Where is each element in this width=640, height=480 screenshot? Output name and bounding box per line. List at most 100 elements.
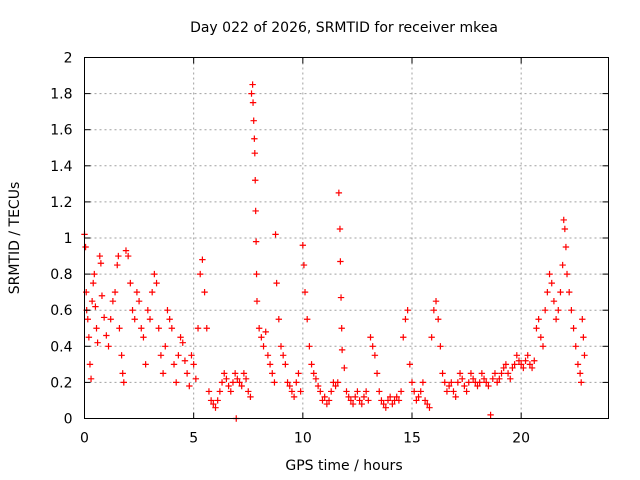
data-point: [465, 379, 472, 386]
data-point: [177, 334, 184, 341]
data-point: [273, 279, 280, 287]
data-point: [293, 379, 300, 386]
data-point: [325, 397, 333, 404]
data-point: [406, 361, 414, 368]
data-point: [225, 382, 232, 390]
data-point: [347, 397, 355, 404]
data-point: [526, 361, 534, 368]
data-point: [352, 393, 359, 401]
data-point: [299, 242, 307, 249]
data-point: [321, 393, 328, 401]
data-point: [120, 379, 127, 386]
data-point: [528, 364, 536, 372]
data-point: [515, 357, 523, 364]
data-point: [552, 316, 560, 323]
x-tick-label: 5: [189, 431, 198, 447]
data-point: [162, 343, 169, 350]
data-point: [86, 361, 94, 368]
data-point: [249, 99, 257, 106]
data-point: [555, 307, 562, 314]
data-point: [127, 279, 134, 287]
data-point: [424, 400, 431, 408]
y-tick-label: 1.4: [50, 159, 72, 175]
data-point: [253, 270, 260, 278]
data-point: [114, 261, 121, 269]
x-tick-label: 10: [294, 431, 312, 447]
data-point: [262, 328, 269, 336]
data-point: [576, 370, 584, 377]
data-point: [378, 397, 385, 404]
data-point: [214, 397, 221, 404]
data-point: [129, 307, 136, 314]
data-point: [216, 388, 224, 395]
data-point: [155, 325, 162, 332]
data-point: [509, 364, 516, 372]
data-point: [168, 325, 176, 332]
data-point: [98, 292, 106, 299]
data-point: [432, 297, 440, 305]
data-point: [92, 303, 99, 310]
data-point: [142, 361, 149, 368]
y-tick-label: 1.8: [50, 87, 72, 103]
data-point: [376, 388, 383, 395]
data-point: [306, 343, 313, 350]
data-point: [539, 343, 547, 350]
data-point: [334, 379, 341, 386]
data-point: [544, 288, 551, 296]
data-point: [251, 135, 258, 142]
data-point: [288, 388, 296, 395]
data-point: [579, 316, 586, 323]
data-point: [286, 382, 293, 390]
data-point: [251, 149, 258, 157]
data-point: [248, 90, 255, 97]
data-point: [135, 297, 143, 305]
data-point: [119, 370, 126, 377]
data-point: [247, 393, 254, 401]
data-point: [454, 379, 462, 386]
data-point: [192, 375, 200, 382]
data-point: [183, 370, 191, 377]
data-point: [314, 382, 322, 390]
data-point: [323, 400, 331, 408]
data-point: [337, 258, 344, 265]
data-point: [131, 316, 138, 323]
data-point: [201, 288, 208, 296]
data-point: [175, 352, 182, 359]
data-point: [300, 261, 308, 269]
data-point: [301, 288, 309, 296]
data-point: [560, 216, 567, 224]
data-point: [295, 370, 302, 377]
data-point: [218, 379, 226, 386]
data-point: [520, 364, 527, 372]
data-point: [250, 117, 257, 124]
data-point: [255, 325, 263, 332]
data-point: [459, 375, 466, 382]
data-point: [84, 316, 91, 323]
data-point: [578, 379, 585, 386]
data-point: [312, 375, 320, 382]
data-point: [245, 388, 252, 395]
data-point: [122, 247, 130, 254]
y-tick-label: 1: [64, 231, 73, 247]
data-point: [338, 325, 345, 332]
data-point: [310, 370, 317, 377]
data-point: [186, 382, 193, 390]
data-point: [568, 307, 575, 314]
data-point: [415, 393, 422, 401]
data-point: [531, 357, 538, 364]
data-point: [478, 370, 486, 377]
data-point: [240, 370, 248, 377]
data-point: [349, 400, 357, 408]
data-point: [236, 379, 243, 386]
data-point: [290, 393, 298, 401]
data-point: [338, 346, 346, 354]
x-tick-label: 15: [403, 431, 421, 447]
data-point: [343, 388, 350, 395]
axis-ticks: [84, 57, 609, 419]
data-point: [253, 297, 261, 305]
data-point: [393, 393, 400, 401]
data-point: [419, 379, 427, 386]
data-point: [231, 370, 239, 377]
data-point: [144, 307, 152, 314]
